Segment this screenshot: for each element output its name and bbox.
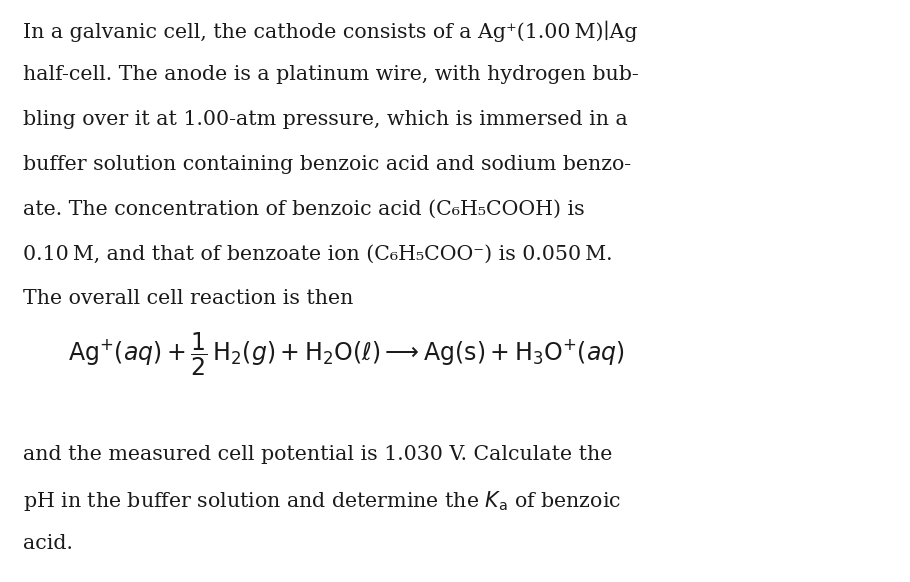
Text: pH in the buffer solution and determine the $K_\mathrm{a}$ of benzoic: pH in the buffer solution and determine …	[23, 489, 621, 513]
Text: In a galvanic cell, the cathode consists of a Ag⁺(1.00 M)∣Ag: In a galvanic cell, the cathode consists…	[23, 20, 637, 42]
Text: acid.: acid.	[23, 534, 73, 553]
Text: bling over it at 1.00-atm pressure, which is immersed in a: bling over it at 1.00-atm pressure, whic…	[23, 110, 628, 129]
Text: The overall cell reaction is then: The overall cell reaction is then	[23, 289, 353, 308]
Text: buffer solution containing benzoic acid and sodium benzo-: buffer solution containing benzoic acid …	[23, 155, 631, 174]
Text: $\mathrm{Ag^{+}}(\mathit{aq}) + \dfrac{1}{2}\,\mathrm{H_2}(\mathit{g}) + \mathrm: $\mathrm{Ag^{+}}(\mathit{aq}) + \dfrac{1…	[68, 331, 625, 378]
Text: half-cell. The anode is a platinum wire, with hydrogen bub-: half-cell. The anode is a platinum wire,…	[23, 65, 639, 84]
Text: ate. The concentration of benzoic acid (C₆H₅COOH) is: ate. The concentration of benzoic acid (…	[23, 200, 584, 219]
Text: and the measured cell potential is 1.030 V. Calculate the: and the measured cell potential is 1.030…	[23, 445, 612, 464]
Text: 0.10 M, and that of benzoate ion (C₆H₅COO⁻) is 0.050 M.: 0.10 M, and that of benzoate ion (C₆H₅CO…	[23, 244, 612, 264]
